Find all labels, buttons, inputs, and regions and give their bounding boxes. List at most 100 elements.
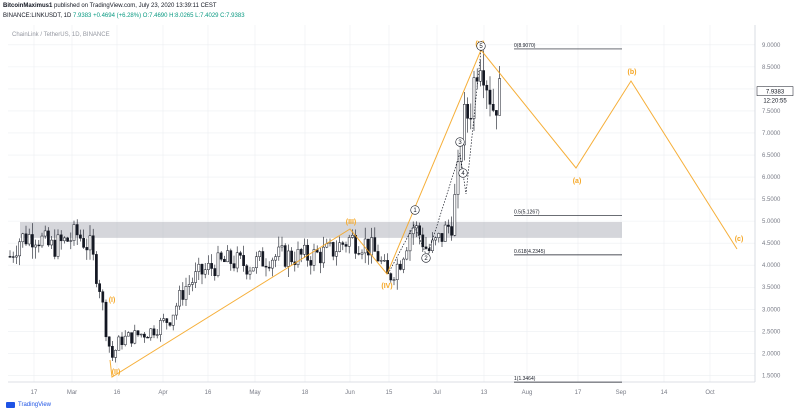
x-tick-label: 16 bbox=[205, 390, 212, 396]
candle bbox=[277, 246, 281, 257]
x-tick-label: Oct bbox=[705, 390, 715, 396]
candle bbox=[69, 240, 73, 242]
tradingview-logo-icon bbox=[6, 402, 15, 408]
candle bbox=[495, 110, 498, 116]
candle bbox=[351, 235, 354, 238]
symbol-line: BINANCE:LINKUSDT, 1D bbox=[3, 13, 72, 19]
fib-level-label: 1(1.3464) bbox=[514, 376, 536, 382]
candle bbox=[47, 230, 50, 246]
y-tick-label: 6.5000 bbox=[762, 153, 781, 159]
price-chart[interactable]: 9.00008.50008.00007.50007.00006.50006.00… bbox=[0, 22, 797, 402]
y-tick-label: 7.0000 bbox=[762, 131, 781, 137]
candle bbox=[155, 334, 159, 336]
candle bbox=[303, 244, 306, 255]
sub-wave-label: 4 bbox=[461, 171, 465, 177]
candle bbox=[178, 290, 181, 307]
wave-circle bbox=[421, 253, 431, 263]
candle bbox=[191, 282, 194, 285]
candle bbox=[338, 242, 341, 252]
candle bbox=[194, 271, 197, 283]
candles bbox=[8, 50, 501, 363]
candle bbox=[21, 233, 25, 243]
candle bbox=[213, 268, 217, 276]
candle bbox=[143, 333, 146, 338]
candle bbox=[475, 77, 479, 82]
candle bbox=[411, 227, 415, 235]
candle bbox=[360, 252, 364, 255]
x-tick-label: 14 bbox=[661, 390, 668, 396]
y-tick-label: 5.0000 bbox=[762, 219, 781, 225]
wave-label: (a) bbox=[573, 178, 582, 185]
candle bbox=[443, 224, 447, 242]
candle bbox=[341, 242, 345, 245]
candle bbox=[207, 263, 210, 270]
published-text: published on TradingView.com, July 23, 2… bbox=[54, 3, 217, 9]
x-tick-label: Sep bbox=[616, 390, 627, 396]
candle bbox=[248, 270, 252, 275]
candle bbox=[159, 320, 162, 335]
y-tick-label: 5.5000 bbox=[762, 197, 781, 203]
candle bbox=[283, 245, 287, 267]
x-tick-label: 15 bbox=[386, 390, 393, 396]
candle bbox=[229, 250, 233, 264]
y-tick-label: 7.5000 bbox=[762, 109, 781, 115]
candle bbox=[472, 77, 476, 119]
candle bbox=[274, 256, 277, 261]
candle bbox=[98, 283, 101, 292]
candle bbox=[95, 254, 98, 284]
candle bbox=[149, 328, 153, 339]
candle bbox=[255, 256, 258, 269]
candle bbox=[223, 258, 226, 263]
sub-wave-label: 5 bbox=[479, 44, 483, 50]
x-tick-label: 13 bbox=[481, 390, 488, 396]
candle bbox=[437, 233, 441, 239]
candle bbox=[56, 234, 60, 257]
candle bbox=[456, 161, 460, 195]
candle bbox=[434, 237, 437, 241]
candle bbox=[466, 104, 469, 119]
candle bbox=[175, 305, 178, 316]
y-tick-label: 3.5000 bbox=[762, 285, 781, 291]
sub-wave-label: 2 bbox=[424, 256, 428, 262]
author-name[interactable]: BitcoinMaximus1 bbox=[3, 3, 53, 9]
candle bbox=[197, 263, 201, 272]
candle bbox=[287, 250, 290, 267]
candle bbox=[210, 263, 213, 269]
candle bbox=[488, 89, 492, 105]
y-tick-label: 9.0000 bbox=[762, 43, 781, 49]
candle bbox=[347, 237, 351, 247]
candle bbox=[34, 244, 37, 248]
y-tick-label: 1.5000 bbox=[762, 373, 781, 379]
candle bbox=[232, 263, 236, 269]
x-tick-label: Jun bbox=[345, 390, 355, 396]
candle bbox=[491, 104, 495, 111]
candle bbox=[482, 70, 485, 86]
x-tick-label: 18 bbox=[302, 390, 309, 396]
y-tick-label: 3.0000 bbox=[762, 307, 781, 313]
candle bbox=[8, 256, 12, 258]
candle bbox=[40, 235, 44, 247]
candle bbox=[290, 250, 293, 263]
candle bbox=[216, 252, 220, 276]
last-price: 7.9383 bbox=[73, 13, 92, 19]
candle bbox=[15, 255, 18, 258]
chart-header-symbol: BINANCE:LINKUSDT, 1D 7.9383 +0.4694 (+6.… bbox=[3, 13, 245, 19]
y-tick-label: 8.5000 bbox=[762, 65, 781, 71]
candle bbox=[418, 225, 421, 236]
footer-brand[interactable]: TradingView bbox=[6, 402, 51, 408]
x-tick-label: Aug bbox=[522, 390, 533, 396]
candle bbox=[101, 291, 105, 303]
candle bbox=[463, 104, 466, 146]
candle bbox=[171, 314, 175, 326]
candle bbox=[133, 330, 137, 344]
fib-level-label: 0.618(4.2345) bbox=[514, 249, 545, 255]
candle bbox=[219, 252, 223, 260]
candle bbox=[389, 273, 393, 281]
candle bbox=[114, 350, 117, 358]
y-tick-label: 6.0000 bbox=[762, 175, 781, 181]
candle bbox=[31, 234, 34, 248]
candle bbox=[376, 251, 380, 262]
sub-wave-path bbox=[387, 49, 482, 275]
candle bbox=[127, 332, 130, 337]
ohlc-values: O:7.4690 H:8.0265 L:7.4029 C:7.9383 bbox=[142, 13, 245, 19]
